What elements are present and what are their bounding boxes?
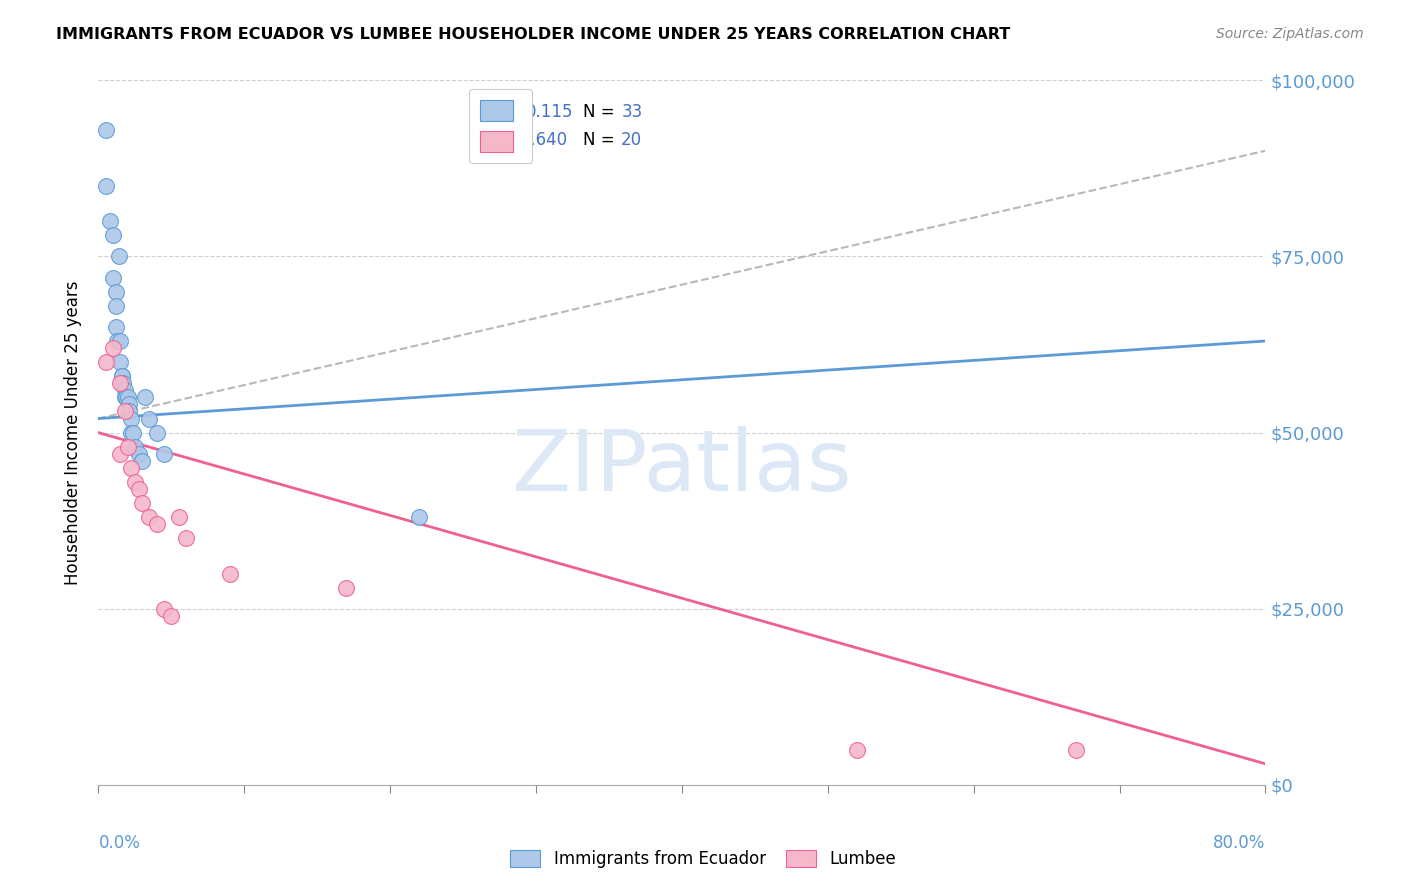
Text: Source: ZipAtlas.com: Source: ZipAtlas.com	[1216, 27, 1364, 41]
Text: IMMIGRANTS FROM ECUADOR VS LUMBEE HOUSEHOLDER INCOME UNDER 25 YEARS CORRELATION : IMMIGRANTS FROM ECUADOR VS LUMBEE HOUSEH…	[56, 27, 1011, 42]
Point	[153, 601, 176, 615]
Point	[108, 249, 131, 264]
Point	[98, 214, 121, 228]
Point	[117, 391, 139, 405]
Text: 33: 33	[621, 103, 643, 121]
Point	[124, 475, 146, 489]
Point	[101, 341, 124, 355]
Point	[128, 447, 150, 461]
Text: 0.0%: 0.0%	[98, 834, 141, 852]
Point	[124, 440, 146, 454]
Point	[104, 285, 127, 299]
Point	[104, 299, 127, 313]
Point	[174, 531, 197, 545]
Text: 20: 20	[621, 131, 643, 149]
Point	[101, 228, 124, 243]
Point	[153, 447, 176, 461]
Point	[105, 334, 128, 348]
Point	[134, 391, 156, 405]
Point	[167, 510, 190, 524]
Point	[138, 510, 160, 524]
Point	[94, 178, 117, 193]
Text: -0.640: -0.640	[513, 131, 567, 149]
Text: N =: N =	[582, 103, 614, 121]
Point	[218, 566, 240, 581]
Point	[120, 411, 142, 425]
Point	[101, 270, 124, 285]
Point	[160, 608, 183, 623]
Point	[111, 376, 134, 391]
Point	[138, 411, 160, 425]
Point	[110, 355, 132, 369]
Point	[408, 510, 430, 524]
Point	[146, 517, 169, 532]
Point	[111, 369, 134, 384]
Point	[115, 391, 138, 405]
Text: 80.0%: 80.0%	[1213, 834, 1265, 852]
Legend: Immigrants from Ecuador, Lumbee: Immigrants from Ecuador, Lumbee	[503, 843, 903, 875]
Point	[111, 369, 134, 384]
Point	[128, 482, 150, 496]
Point	[118, 397, 141, 411]
Text: ZIPatlas: ZIPatlas	[512, 426, 852, 509]
Point	[114, 384, 136, 398]
Point	[114, 391, 136, 405]
Point	[335, 581, 357, 595]
Point	[110, 334, 132, 348]
Point	[1064, 742, 1087, 756]
Legend: , : ,	[470, 89, 533, 162]
Point	[146, 425, 169, 440]
Point	[122, 425, 145, 440]
Point	[104, 319, 127, 334]
Point	[120, 425, 142, 440]
Text: R =: R =	[486, 131, 516, 149]
Point	[110, 376, 132, 391]
Y-axis label: Householder Income Under 25 years: Householder Income Under 25 years	[65, 280, 83, 585]
Text: 0.115: 0.115	[526, 103, 574, 121]
Point	[114, 404, 136, 418]
Text: N =: N =	[582, 131, 614, 149]
Point	[120, 460, 142, 475]
Point	[846, 742, 869, 756]
Point	[94, 355, 117, 369]
Text: R =: R =	[486, 103, 516, 121]
Point	[131, 454, 153, 468]
Point	[110, 447, 132, 461]
Point	[118, 404, 141, 418]
Point	[131, 496, 153, 510]
Point	[117, 440, 139, 454]
Point	[94, 122, 117, 136]
Point	[112, 376, 135, 391]
